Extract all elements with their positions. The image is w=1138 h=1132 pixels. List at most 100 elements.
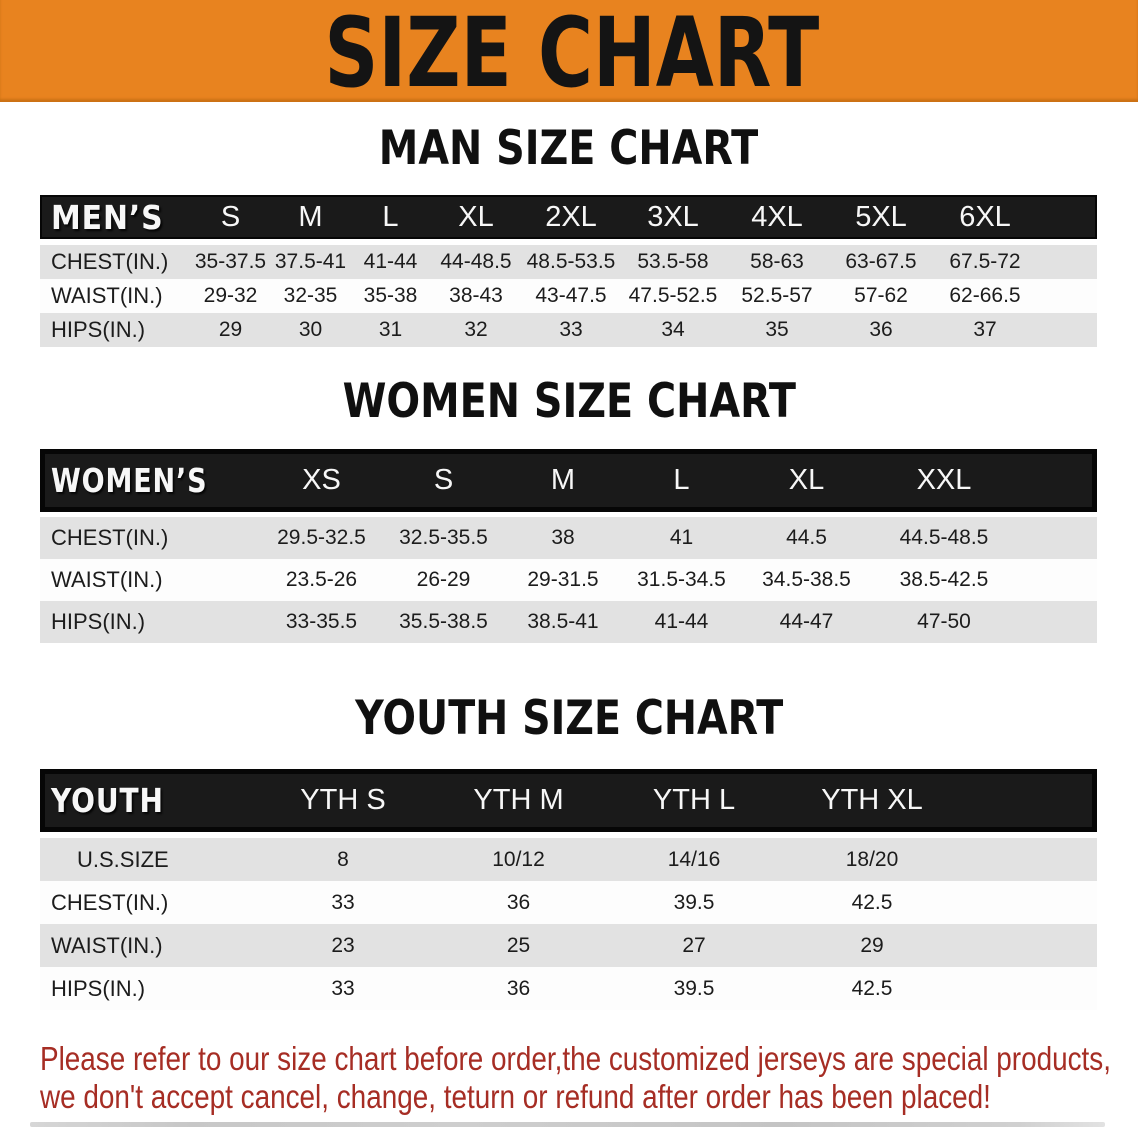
womens-column-header: S: [433, 464, 454, 496]
mens-cell: 47.5-52.5: [628, 284, 718, 307]
mens-column-header: S: [220, 200, 241, 233]
womens-cell: 34.5-38.5: [762, 568, 851, 591]
section-womens: WOMEN SIZE CHART WOMEN’S XS S M L XL XXL…: [0, 374, 1138, 643]
mens-size-table: MEN’S S M L XL 2XL 3XL 4XL 5XL 6XL CHEST…: [40, 195, 1097, 347]
womens-cell: 29-31.5: [527, 568, 599, 591]
womens-table-header-label: WOMEN’S: [51, 461, 208, 500]
womens-table-row: HIPS(IN.) 33-35.5 35.5-38.5 38.5-41 41-4…: [40, 601, 1097, 643]
mens-cell: 36: [869, 318, 893, 341]
womens-cell: 31.5-34.5: [637, 568, 726, 591]
youth-table-header-label: YOUTH: [51, 781, 164, 820]
womens-column-header: XXL: [916, 464, 972, 496]
youth-column-header: YTH XL: [821, 784, 923, 816]
womens-column-header: XL: [788, 464, 825, 496]
womens-row-label: WAIST(IN.): [51, 567, 163, 592]
mens-cell: 58-63: [750, 250, 804, 273]
mens-cell: 35: [765, 318, 789, 341]
youth-table-row: HIPS(IN.) 33 36 39.5 42.5: [40, 967, 1097, 1010]
womens-cell: 38: [551, 526, 575, 549]
womens-cell: 38.5-42.5: [899, 568, 989, 591]
mens-cell: 30: [298, 318, 323, 341]
youth-cell: 23: [331, 933, 355, 957]
youth-table-body: U.S.SIZE 8 10/12 14/16 18/20 CHEST(IN.) …: [40, 838, 1097, 1010]
youth-cell: 25: [506, 933, 531, 957]
mens-cell: 32-35: [283, 284, 338, 307]
footnote: Please refer to our size chart before or…: [40, 1040, 1120, 1116]
youth-cell: 36: [506, 890, 531, 914]
youth-section-heading-text: YOUTH SIZE CHART: [354, 691, 784, 746]
womens-section-heading-text: WOMEN SIZE CHART: [342, 374, 796, 429]
mens-row-label: WAIST(IN.): [51, 283, 163, 308]
mens-column-header: 3XL: [647, 200, 699, 233]
footnote-line-2: we don't accept cancel, change, teturn o…: [40, 1078, 991, 1115]
youth-table-header-row: YOUTH YTH S YTH M YTH L YTH XL: [40, 769, 1097, 832]
mens-cell: 43-47.5: [535, 284, 607, 307]
youth-cell: 14/16: [667, 847, 721, 871]
mens-cell: 53.5-58: [637, 250, 709, 273]
mens-column-header: 6XL: [959, 200, 1011, 233]
youth-table-row: CHEST(IN.) 33 36 39.5 42.5: [40, 881, 1097, 924]
youth-table-row: U.S.SIZE 8 10/12 14/16 18/20: [40, 838, 1097, 881]
bottom-divider-line: [30, 1122, 1105, 1127]
mens-column-header: L: [382, 200, 399, 233]
womens-cell: 44.5: [786, 526, 827, 549]
youth-table-row: WAIST(IN.) 23 25 27 29: [40, 924, 1097, 967]
mens-cell: 29-32: [203, 284, 258, 307]
womens-cell: 29.5-32.5: [277, 526, 366, 549]
section-youth: YOUTH SIZE CHART YOUTH YTH S YTH M YTH L…: [0, 691, 1138, 1010]
mens-cell: 34: [661, 318, 685, 341]
youth-size-table: YOUTH YTH S YTH M YTH L YTH XL U.S.SIZE …: [40, 769, 1097, 1010]
mens-cell: 63-67.5: [845, 250, 917, 273]
womens-cell: 47-50: [917, 610, 971, 633]
mens-column-header: XL: [458, 200, 494, 233]
youth-row-label: WAIST(IN.): [51, 932, 163, 958]
womens-cell: 38.5-41: [527, 610, 599, 633]
womens-cell: 44-47: [779, 610, 834, 633]
mens-cell: 37.5-41: [274, 250, 347, 273]
womens-row-label: CHEST(IN.): [51, 525, 169, 550]
womens-row-label: HIPS(IN.): [51, 609, 146, 634]
mens-cell: 32: [464, 318, 488, 341]
womens-section-heading: WOMEN SIZE CHART: [0, 374, 1138, 429]
youth-cell: 33: [331, 976, 355, 1000]
youth-row-label: U.S.SIZE: [77, 846, 169, 872]
womens-column-header: XS: [302, 464, 341, 496]
womens-table-row: WAIST(IN.) 23.5-26 26-29 29-31.5 31.5-34…: [40, 559, 1097, 601]
youth-cell: 8: [337, 847, 349, 871]
youth-cell: 42.5: [851, 890, 893, 914]
mens-row-label: CHEST(IN.): [51, 249, 169, 274]
youth-cell: 10/12: [492, 847, 545, 871]
womens-table-body: CHEST(IN.) 29.5-32.5 32.5-35.5 38 41 44.…: [40, 517, 1097, 643]
mens-table-row: CHEST(IN.) 35-37.5 37.5-41 41-44 44-48.5…: [40, 245, 1097, 279]
section-mens: MAN SIZE CHART MEN’S S M L XL 2XL 3XL 4X…: [0, 125, 1138, 347]
mens-row-label: HIPS(IN.): [51, 317, 146, 342]
mens-cell: 44-48.5: [440, 250, 512, 273]
mens-table-header-label: MEN’S: [51, 197, 164, 237]
womens-cell: 32.5-35.5: [399, 526, 488, 549]
youth-row-label: HIPS(IN.): [51, 975, 146, 1001]
mens-table-header-row: MEN’S S M L XL 2XL 3XL 4XL 5XL 6XL: [40, 195, 1097, 239]
youth-cell: 33: [331, 890, 355, 914]
youth-column-header: YTH S: [300, 784, 386, 816]
womens-cell: 35.5-38.5: [399, 610, 488, 633]
youth-column-header: YTH M: [473, 784, 564, 816]
womens-cell: 41-44: [654, 610, 709, 633]
mens-column-header: 5XL: [855, 200, 907, 233]
youth-column-header: YTH L: [652, 784, 736, 816]
youth-cell: 39.5: [673, 976, 715, 1000]
mens-cell: 41-44: [363, 250, 418, 273]
mens-section-heading: MAN SIZE CHART: [0, 125, 1138, 172]
banner-title: SIZE CHART: [324, 0, 820, 109]
mens-cell: 31: [378, 318, 403, 341]
mens-cell: 37: [973, 318, 997, 341]
mens-cell: 35-38: [363, 284, 418, 307]
youth-section-heading: YOUTH SIZE CHART: [0, 691, 1138, 746]
youth-row-label: CHEST(IN.): [51, 889, 169, 915]
mens-cell: 52.5-57: [741, 284, 813, 307]
mens-cell: 48.5-53.5: [526, 250, 616, 273]
womens-table-header-row: WOMEN’S XS S M L XL XXL: [40, 449, 1097, 512]
youth-cell: 27: [682, 933, 706, 957]
mens-column-header: 2XL: [545, 200, 597, 233]
mens-column-header: 4XL: [751, 200, 803, 233]
